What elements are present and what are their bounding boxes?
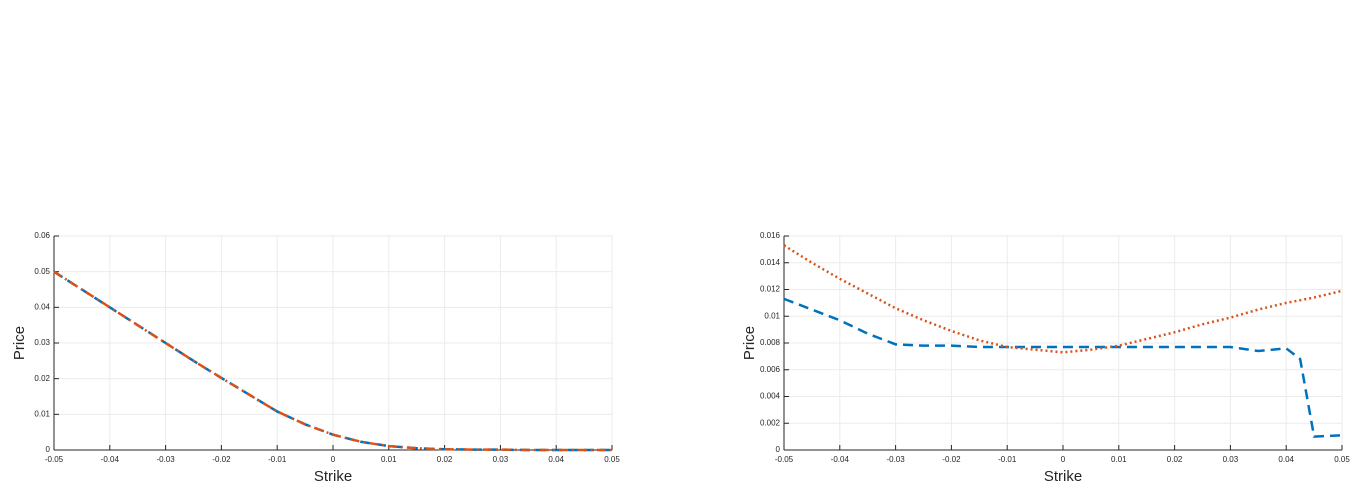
x-tick-label: 0.05 [1334, 455, 1350, 464]
x-tick-label: 0.02 [437, 455, 453, 464]
y-axis-label: Price [11, 326, 28, 360]
x-tick-label: -0.01 [998, 455, 1017, 464]
data-line [783, 244, 1343, 354]
y-tick-label: 0.016 [760, 231, 781, 240]
x-tick-label: 0.03 [493, 455, 509, 464]
x-tick-label: 0.02 [1167, 455, 1183, 464]
x-tick-label: -0.01 [268, 455, 287, 464]
x-tick-label: -0.05 [775, 455, 794, 464]
x-axis-label: Strike [314, 468, 352, 485]
y-tick-label: 0.014 [760, 258, 781, 267]
x-tick-label: -0.04 [831, 455, 850, 464]
y-tick-label: 0.012 [760, 285, 781, 294]
y-tick-label: 0.01 [34, 409, 50, 418]
y-tick-label: 0 [46, 445, 51, 454]
x-tick-label: -0.03 [886, 455, 905, 464]
y-tick-label: 0.02 [34, 374, 50, 383]
x-tick-label: -0.02 [212, 455, 231, 464]
data-line [783, 297, 1343, 438]
y-tick-label: 0.008 [760, 338, 781, 347]
x-tick-label: 0.01 [381, 455, 397, 464]
x-tick-label: -0.03 [156, 455, 175, 464]
y-tick-label: 0.03 [34, 338, 50, 347]
y-tick-label: 0.04 [34, 302, 50, 311]
x-tick-label: 0.05 [604, 455, 620, 464]
y-tick-label: 0.01 [764, 311, 780, 320]
y-tick-label: 0.006 [760, 365, 781, 374]
x-tick-label: 0.01 [1111, 455, 1127, 464]
y-tick-label: 0.06 [34, 231, 50, 240]
x-tick-label: -0.04 [101, 455, 120, 464]
y-tick-label: 0.002 [760, 418, 781, 427]
x-tick-label: 0 [331, 455, 336, 464]
x-tick-label: 0.04 [1278, 455, 1294, 464]
x-tick-label: 0.04 [548, 455, 564, 464]
x-tick-label: 0 [1061, 455, 1066, 464]
data-line [53, 270, 612, 452]
x-tick-label: -0.05 [45, 455, 64, 464]
y-tick-label: 0.004 [760, 392, 781, 401]
x-tick-label: -0.02 [942, 455, 961, 464]
x-tick-label: 0.03 [1223, 455, 1239, 464]
y-axis-label: Price [741, 326, 758, 360]
x-axis-label: Strike [1044, 468, 1082, 485]
y-tick-label: 0 [776, 445, 781, 454]
y-tick-label: 0.05 [34, 267, 50, 276]
